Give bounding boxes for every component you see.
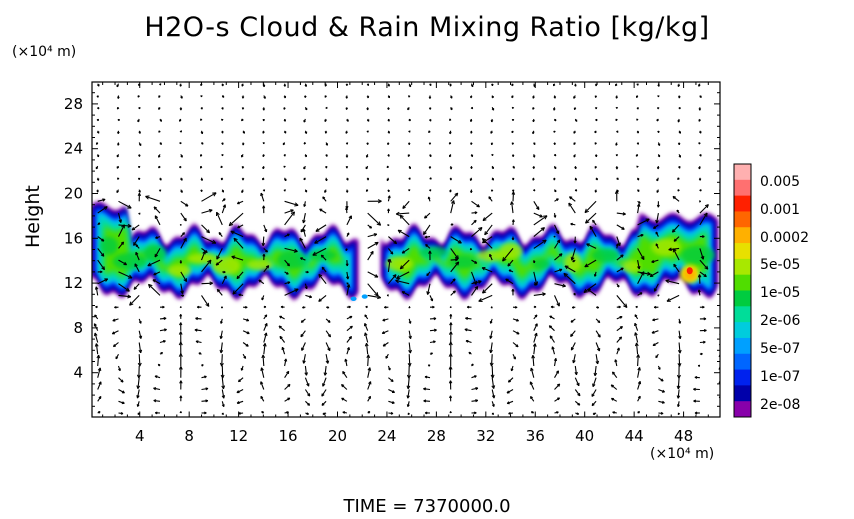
colorbar-label: 0.001 — [760, 202, 800, 218]
colorbar-swatch — [734, 306, 751, 323]
cloud-field — [92, 201, 719, 301]
x-axis-unit: (×10⁴ m) — [650, 446, 715, 462]
colorbar-label: 2e-06 — [760, 313, 800, 329]
colorbar-swatch — [734, 211, 751, 228]
colorbar-swatch — [734, 195, 751, 212]
y-tick-label: 4 — [73, 364, 83, 382]
colorbar-label: 2e-08 — [760, 397, 800, 413]
x-tick-label: 44 — [625, 427, 644, 445]
colorbar-swatch — [734, 164, 751, 181]
y-tick-label: 28 — [64, 95, 83, 113]
colorbar-swatch — [734, 385, 751, 402]
colorbar: 0.005 0.001 0.0002 5e-05 1e-05 2e-06 5e-07 1e-0… — [733, 163, 809, 418]
x-tick-label: 24 — [377, 427, 396, 445]
colorbar-label: 5e-05 — [760, 257, 800, 273]
x-tick-label: 4 — [135, 427, 145, 445]
x-tick-label: 32 — [476, 427, 495, 445]
y-tick-label: 16 — [64, 229, 83, 247]
colorbar-swatch — [734, 290, 751, 307]
x-tick-label: 20 — [328, 427, 347, 445]
y-tick-label: 12 — [64, 274, 83, 292]
colorbar-swatch — [734, 369, 751, 386]
y-tick-label: 8 — [73, 319, 83, 337]
colorbar-swatch — [734, 401, 751, 418]
x-tick-label: 16 — [279, 427, 298, 445]
chart-title: H2O-s Cloud & Rain Mixing Ratio [kg/kg] — [144, 12, 710, 43]
x-tick-label: 8 — [184, 427, 194, 445]
x-tick-label: 48 — [674, 427, 693, 445]
colorbar-label: 5e-07 — [760, 341, 800, 357]
colorbar-label: 0.0002 — [760, 230, 809, 246]
colorbar-swatch — [734, 274, 751, 291]
colorbar-swatch — [734, 258, 751, 276]
colorbar-swatch — [734, 353, 751, 370]
x-tick-label: 12 — [229, 427, 248, 445]
wind-vectors — [93, 83, 720, 416]
colorbar-swatch — [734, 322, 751, 339]
x-tick-label: 28 — [427, 427, 446, 445]
colorbar-swatch — [734, 179, 751, 197]
colorbar-frame — [733, 163, 752, 418]
y-tick-label: 20 — [64, 185, 83, 203]
y-axis-unit: (×10⁴ m) — [12, 44, 77, 60]
y-tick-label: 24 — [64, 140, 83, 158]
colorbar-swatch — [734, 243, 751, 260]
colorbar-label: 1e-07 — [760, 369, 800, 385]
colorbar-label: 0.005 — [760, 174, 800, 190]
x-tick-label: 36 — [526, 427, 545, 445]
colorbar-swatch — [734, 227, 751, 244]
x-tick-label: 40 — [575, 427, 594, 445]
time-readout: TIME = 7370000.0 — [343, 496, 511, 517]
colorbar-swatch — [734, 337, 751, 355]
colorbar-label: 1e-05 — [760, 285, 800, 301]
